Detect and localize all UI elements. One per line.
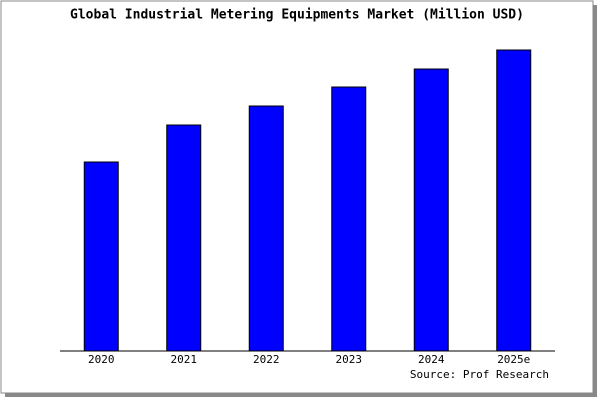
bar	[166, 124, 202, 352]
plot-area	[60, 45, 555, 351]
bar	[331, 86, 367, 352]
bar	[413, 68, 449, 352]
x-tick-label: 2023	[336, 353, 363, 366]
x-tick-label: 2024	[418, 353, 445, 366]
x-tick-label: 2025e	[497, 353, 530, 366]
source-note: Source: Prof Research	[410, 368, 549, 381]
bar	[83, 161, 119, 352]
bar	[496, 49, 532, 352]
x-tick-label: 2022	[253, 353, 280, 366]
x-tick-label: 2020	[88, 353, 115, 366]
chart-title: Global Industrial Metering Equipments Ma…	[70, 8, 524, 23]
x-tick-label: 2021	[171, 353, 198, 366]
bar	[248, 105, 284, 352]
